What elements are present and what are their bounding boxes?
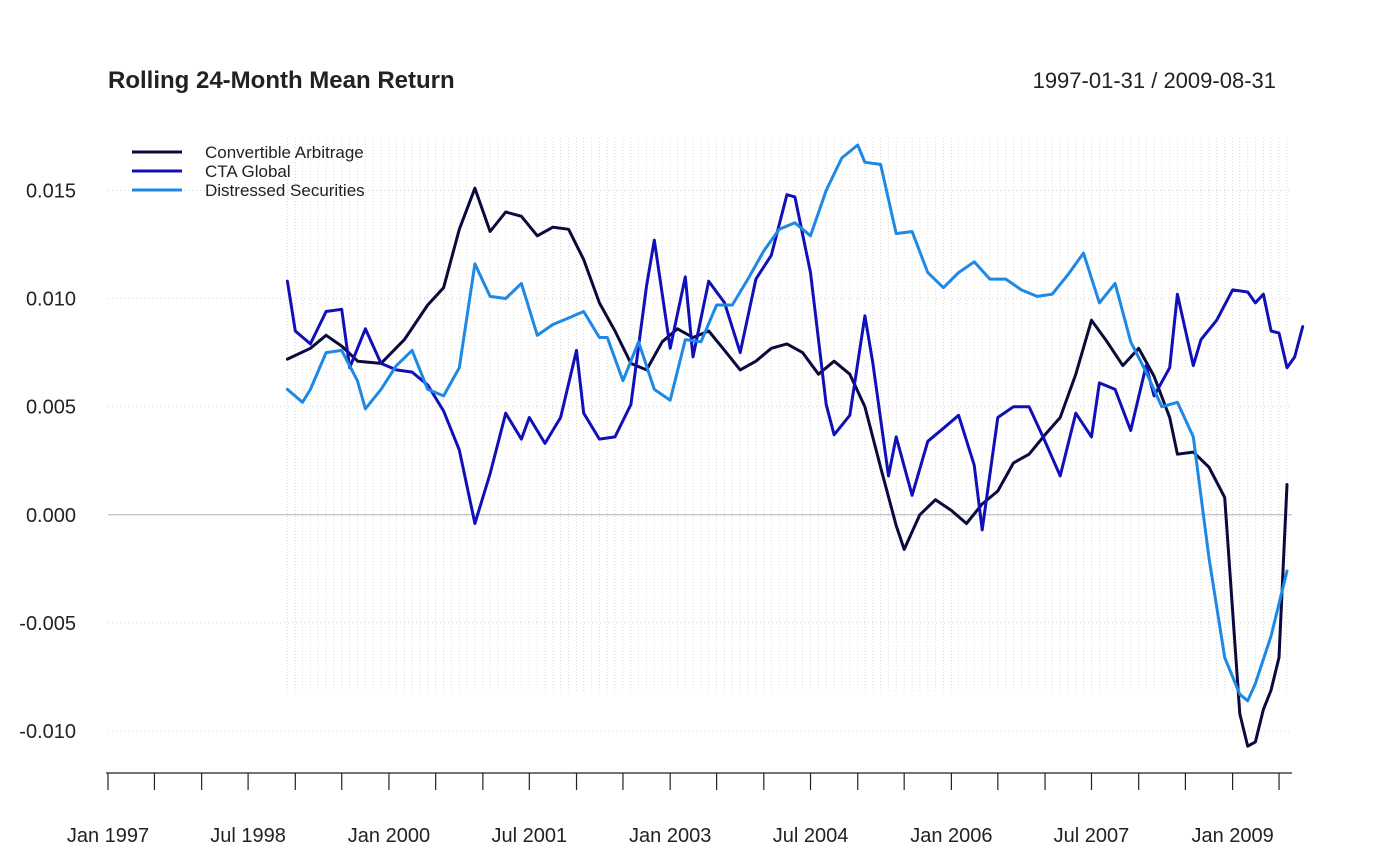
x-tick-label: Jul 2004	[773, 825, 849, 847]
date-range-label: 1997-01-31 / 2009-08-31	[1033, 68, 1276, 93]
y-tick-label: 0.000	[26, 505, 76, 527]
x-tick-label: Jul 1998	[210, 825, 286, 847]
legend-label: CTA Global	[205, 162, 291, 181]
y-tick-label: -0.010	[19, 721, 76, 743]
y-tick-label: -0.005	[19, 613, 76, 635]
axis-layer: 0.015 0.010 0.005 0.000 -0.005 -0.010 Jan 1997…	[19, 180, 1292, 847]
x-tick-label: Jan 2003	[629, 825, 711, 847]
chart-title: Rolling 24-Month Mean Return	[108, 67, 455, 94]
legend-label: Convertible Arbitrage	[205, 143, 364, 162]
legend-label: Distressed Securities	[205, 181, 365, 200]
series-layer	[285, 143, 1305, 748]
series-line-convertible-arbitrage	[285, 186, 1289, 748]
x-tick-label: Jan 2009	[1191, 825, 1273, 847]
x-tick-label: Jul 2007	[1054, 825, 1130, 847]
y-tick-label: 0.015	[26, 180, 76, 202]
grid-layer	[108, 138, 1292, 732]
y-tick-label: 0.005	[26, 397, 76, 419]
x-tick-label: Jan 2000	[348, 825, 430, 847]
y-tick-label: 0.010	[26, 289, 76, 311]
x-tick-label: Jan 1997	[67, 825, 149, 847]
x-tick-label: Jul 2001	[491, 825, 567, 847]
series-line-cta-global	[285, 193, 1305, 532]
x-tick-label: Jan 2006	[910, 825, 992, 847]
series-line-distressed-securities	[285, 143, 1289, 703]
